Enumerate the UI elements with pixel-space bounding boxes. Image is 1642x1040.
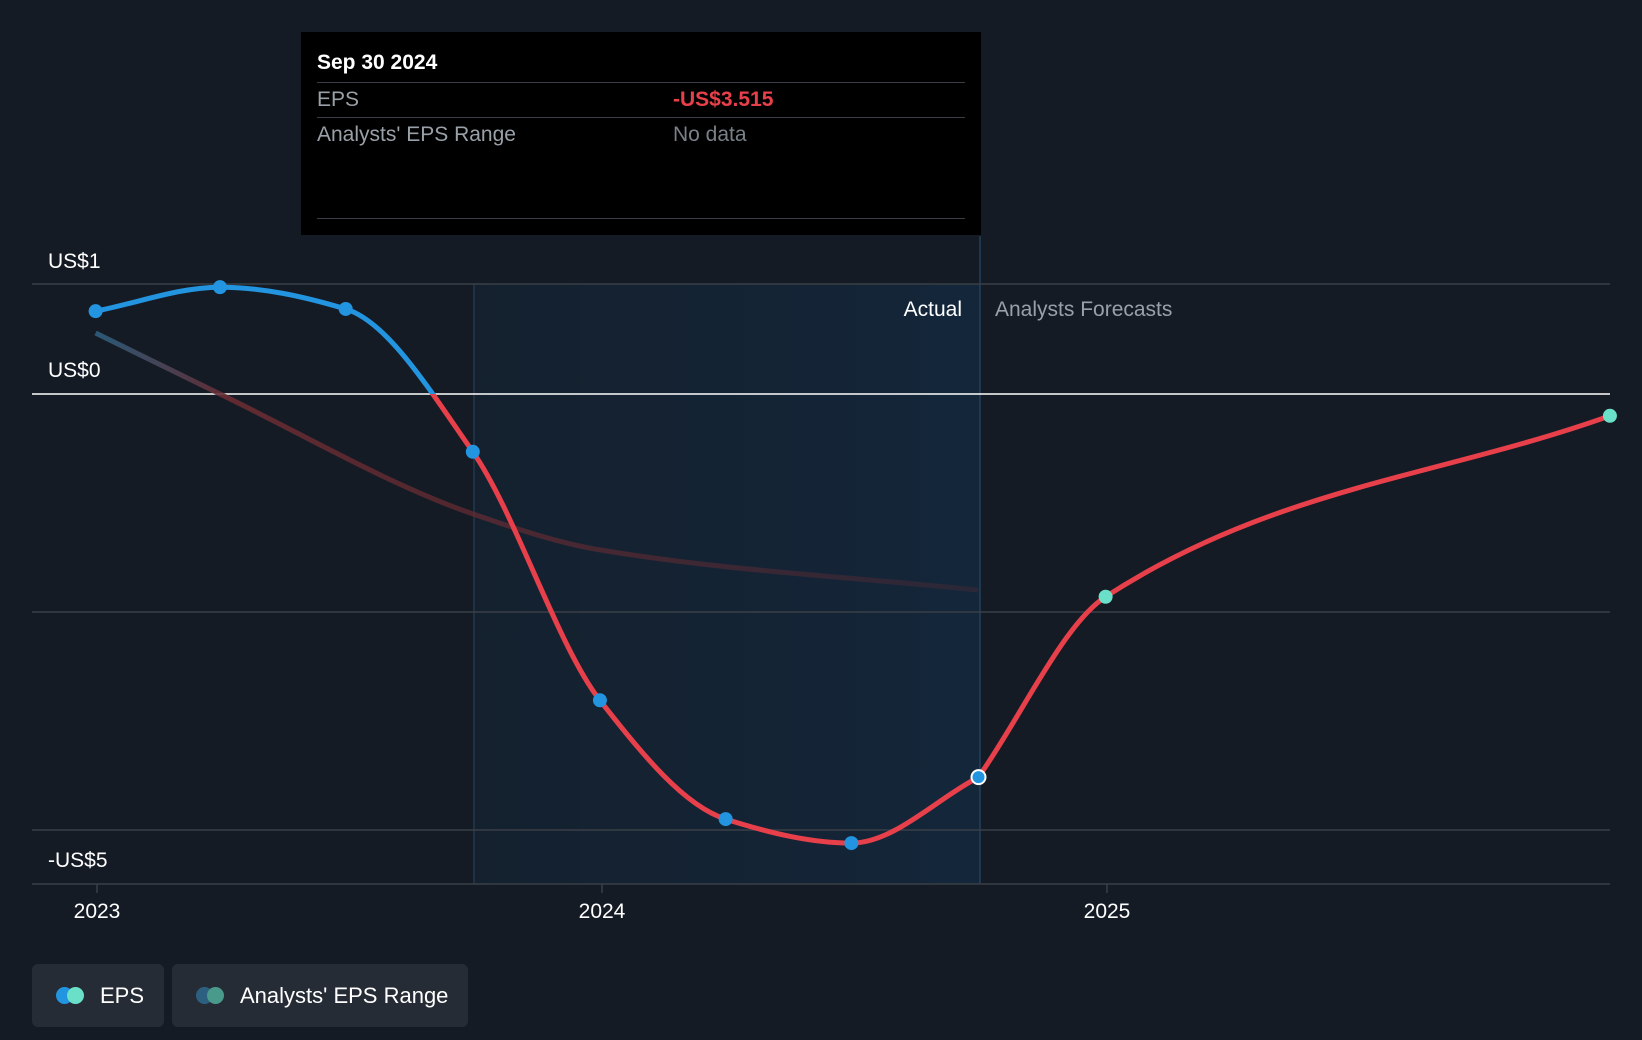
eps-points (88, 280, 1617, 851)
y-label-0: US$0 (48, 359, 101, 382)
eps-actual-line-negative (429, 394, 980, 846)
eps-point[interactable] (844, 836, 859, 851)
eps-point[interactable] (212, 280, 227, 295)
y-label-1: US$1 (48, 250, 101, 273)
actual-region-label: Actual (904, 298, 962, 321)
range-legend-icon (196, 986, 228, 1005)
x-label-2025: 2025 (1084, 900, 1131, 923)
y-label-neg5: -US$5 (48, 849, 108, 872)
tooltip: Sep 30 2024 EPS -US$3.515 Analysts' EPS … (301, 32, 981, 235)
tooltip-date: Sep 30 2024 (317, 32, 965, 83)
legend-range-label: Analysts' EPS Range (240, 982, 449, 1008)
tooltip-row-range: Analysts' EPS Range No data (317, 118, 965, 152)
tooltip-divider (317, 218, 965, 219)
x-label-2024: 2024 (579, 900, 626, 923)
tooltip-eps-value: -US$3.515 (673, 88, 774, 111)
eps-point[interactable] (465, 444, 480, 459)
eps-point[interactable] (338, 301, 353, 316)
legend-eps-label: EPS (100, 982, 145, 1008)
grid-lines (32, 283, 1610, 885)
eps-point[interactable] (970, 769, 987, 786)
tooltip-eps-label: EPS (317, 88, 360, 111)
eps-actual-line (95, 284, 980, 846)
tooltip-range-label: Analysts' EPS Range (317, 123, 516, 146)
forecast-region-label: Analysts Forecasts (995, 298, 1172, 321)
x-ticks (96, 884, 1108, 893)
eps-forecast-point[interactable] (1602, 408, 1617, 423)
eps-legend-icon (56, 986, 88, 1005)
eps-point[interactable] (88, 304, 103, 319)
tooltip-range-value: No data (673, 123, 747, 146)
tooltip-row-eps: EPS -US$3.515 (317, 83, 965, 118)
eps-forecast-line (976, 413, 1611, 779)
legend-item-analysts-range[interactable]: Analysts' EPS Range (172, 964, 468, 1027)
legend-item-eps[interactable]: EPS (32, 964, 164, 1027)
eps-point[interactable] (592, 693, 607, 708)
eps-point[interactable] (718, 812, 733, 827)
eps-actual-line-positive (95, 284, 436, 394)
x-label-2023: 2023 (74, 900, 121, 923)
analysts-eps-range-band (94, 330, 979, 593)
eps-forecast-point[interactable] (1098, 589, 1113, 604)
